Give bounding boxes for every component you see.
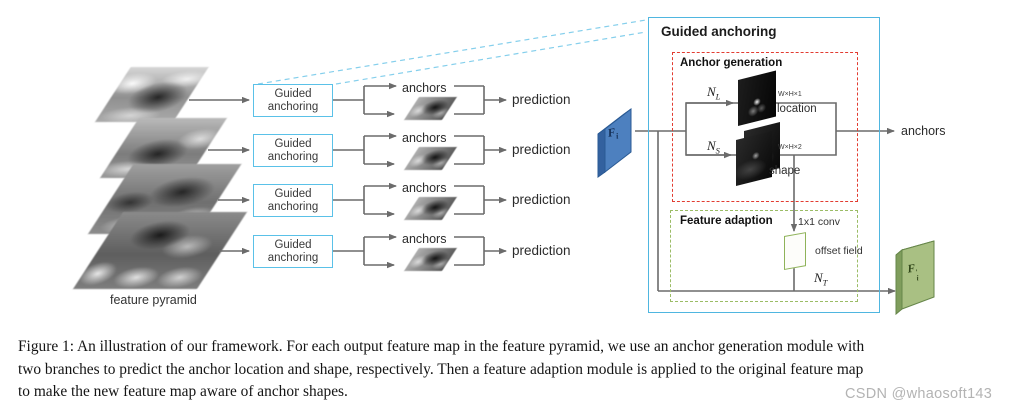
csdn-watermark: CSDN @whaosoft143 <box>845 386 993 402</box>
module-label: anchoring <box>267 200 319 213</box>
module-label: anchoring <box>267 100 319 113</box>
anchors-label: anchors <box>402 232 447 246</box>
figure-caption: Figure 1: An illustration of our framewo… <box>18 336 864 404</box>
anchors-label: anchors <box>402 131 447 145</box>
module-label: Guided <box>274 238 312 251</box>
offset-field-label: offset field <box>815 245 863 257</box>
prediction-label: prediction <box>512 142 571 157</box>
anchors-label: anchors <box>402 81 447 95</box>
panel-title: Guided anchoring <box>661 24 777 39</box>
location-subnet-symbol: NL <box>707 84 721 102</box>
location-dims-label: W×H×1 <box>778 91 802 98</box>
shape-subnet-symbol: NS <box>707 138 720 156</box>
anchor-generation-title: Anchor generation <box>680 57 783 69</box>
shape-dims-label: W×H×2 <box>778 144 802 151</box>
module-label: Guided <box>274 137 312 150</box>
pipeline-arrows <box>189 82 507 269</box>
module-label: anchoring <box>267 150 319 163</box>
module-label: Guided <box>274 87 312 100</box>
conv-label: 1x1 conv <box>798 216 841 228</box>
guided-anchoring-panel <box>648 17 880 313</box>
feature-adaption-box <box>670 210 858 302</box>
module-label: anchoring <box>267 251 319 264</box>
location-probability-map <box>738 70 776 126</box>
anchor-generation-box <box>672 52 858 202</box>
location-label: location <box>777 103 817 115</box>
guided-anchoring-module-2: Guided anchoring <box>253 134 333 167</box>
guided-anchoring-module-3: Guided anchoring <box>253 184 333 217</box>
feature-adaption-title: Feature adaption <box>680 215 773 227</box>
caption-line-3: to make the new feature map aware of anc… <box>18 383 348 401</box>
module-label: Guided <box>274 187 312 200</box>
prediction-label: prediction <box>512 243 571 258</box>
shape-map-front <box>736 131 772 186</box>
feature-pyramid-label: feature pyramid <box>110 293 197 307</box>
offset-field-shape <box>784 232 806 270</box>
caption-line-2: two branches to predict the anchor locat… <box>18 360 864 378</box>
guided-anchoring-module-4: Guided anchoring <box>253 235 333 268</box>
prediction-label: prediction <box>512 92 571 107</box>
output-feature-slab <box>895 240 935 316</box>
guided-anchoring-module-1: Guided anchoring <box>253 84 333 117</box>
caption-line-1: Figure 1: An illustration of our framewo… <box>18 338 865 355</box>
anchors-output-label: anchors <box>901 124 946 138</box>
adaption-subnet-symbol: NT <box>814 270 828 288</box>
panel-arrows <box>635 99 896 295</box>
input-feature-slab <box>597 107 632 178</box>
anchors-label: anchors <box>402 181 447 195</box>
zoom-dashed-lines <box>257 19 647 85</box>
prediction-label: prediction <box>512 192 571 207</box>
shape-label: shape <box>769 165 801 177</box>
